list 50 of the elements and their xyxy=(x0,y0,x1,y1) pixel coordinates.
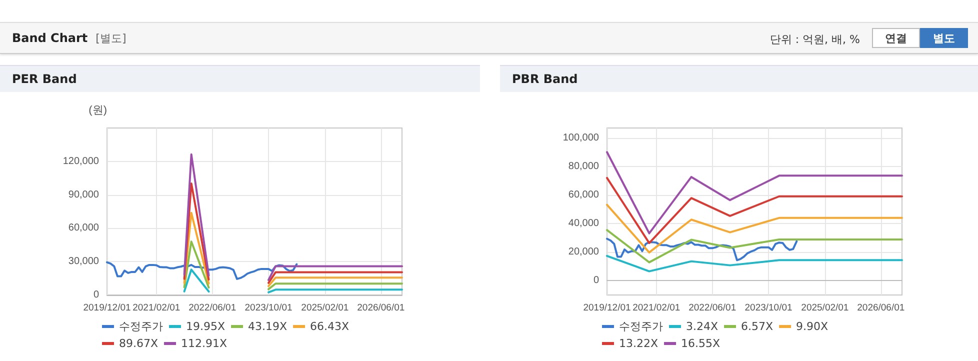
line-series xyxy=(606,176,903,244)
y-tick-label: 60,000 xyxy=(568,190,600,201)
x-tick-label: 2019/12/01 xyxy=(583,302,631,314)
legend-label: 9.90X xyxy=(796,320,829,333)
legend-label: 16.55X xyxy=(681,337,721,350)
y-tick-label: 0 xyxy=(593,275,600,286)
text: Band Chart xyxy=(12,31,88,45)
line-series xyxy=(606,151,903,234)
y-tick-label: 60,000 xyxy=(68,222,100,234)
y-tick-label: 20,000 xyxy=(568,246,600,258)
y-tick-label: 80,000 xyxy=(568,161,600,172)
y-tick-label: 90,000 xyxy=(68,189,100,200)
legend-label: 수정주가 xyxy=(119,320,163,333)
x-tick-label: 2019/12/01 xyxy=(83,302,131,314)
legend-label: 13.22X xyxy=(619,337,658,350)
y-axis-title: (원) xyxy=(88,104,107,116)
y-tick-label: 100,000 xyxy=(562,132,600,144)
line-series xyxy=(606,204,903,254)
x-tick-label: 2021/02/01 xyxy=(132,302,180,314)
x-tick-label: 2021/02/01 xyxy=(632,302,680,314)
x-tick-label: 2023/10/01 xyxy=(744,302,792,314)
x-tick-label: 2025/02/01 xyxy=(801,302,849,314)
x-tick-label: 2022/06/01 xyxy=(688,302,736,314)
line-series xyxy=(106,261,298,280)
legend-label: 3.24X xyxy=(686,320,718,333)
legend-label: 19.95X xyxy=(186,320,226,333)
text: 연결 xyxy=(872,28,920,48)
y-tick-label: 30,000 xyxy=(68,256,100,268)
x-tick-label: 2026/06/01 xyxy=(357,302,405,314)
x-tick-label: 2023/10/01 xyxy=(244,302,292,314)
line-series xyxy=(606,254,903,272)
text: [별도] xyxy=(96,32,126,45)
legend-label: 수정주가 xyxy=(619,320,663,333)
chart-title: PER Band xyxy=(0,65,480,92)
text: 단위 : 억원, 배, % xyxy=(770,32,860,47)
text: 별도 xyxy=(920,28,968,48)
legend-label: 43.19X xyxy=(248,320,288,333)
x-tick-label: 2022/06/01 xyxy=(188,302,236,314)
x-tick-label: 2025/02/01 xyxy=(301,302,349,314)
legend-label: 66.43X xyxy=(310,320,350,333)
x-tick-label: 2026/06/01 xyxy=(857,302,905,314)
y-tick-label: 120,000 xyxy=(62,156,100,167)
line-series xyxy=(606,238,798,262)
line-series xyxy=(606,229,903,264)
y-tick-label: 40,000 xyxy=(568,218,600,230)
legend-label: 112.91X xyxy=(181,337,228,350)
legend-label: 89.67X xyxy=(119,337,158,350)
y-tick-label: 0 xyxy=(93,290,100,300)
chart-title: PBR Band xyxy=(500,65,978,92)
legend-label: 6.57X xyxy=(741,320,774,333)
